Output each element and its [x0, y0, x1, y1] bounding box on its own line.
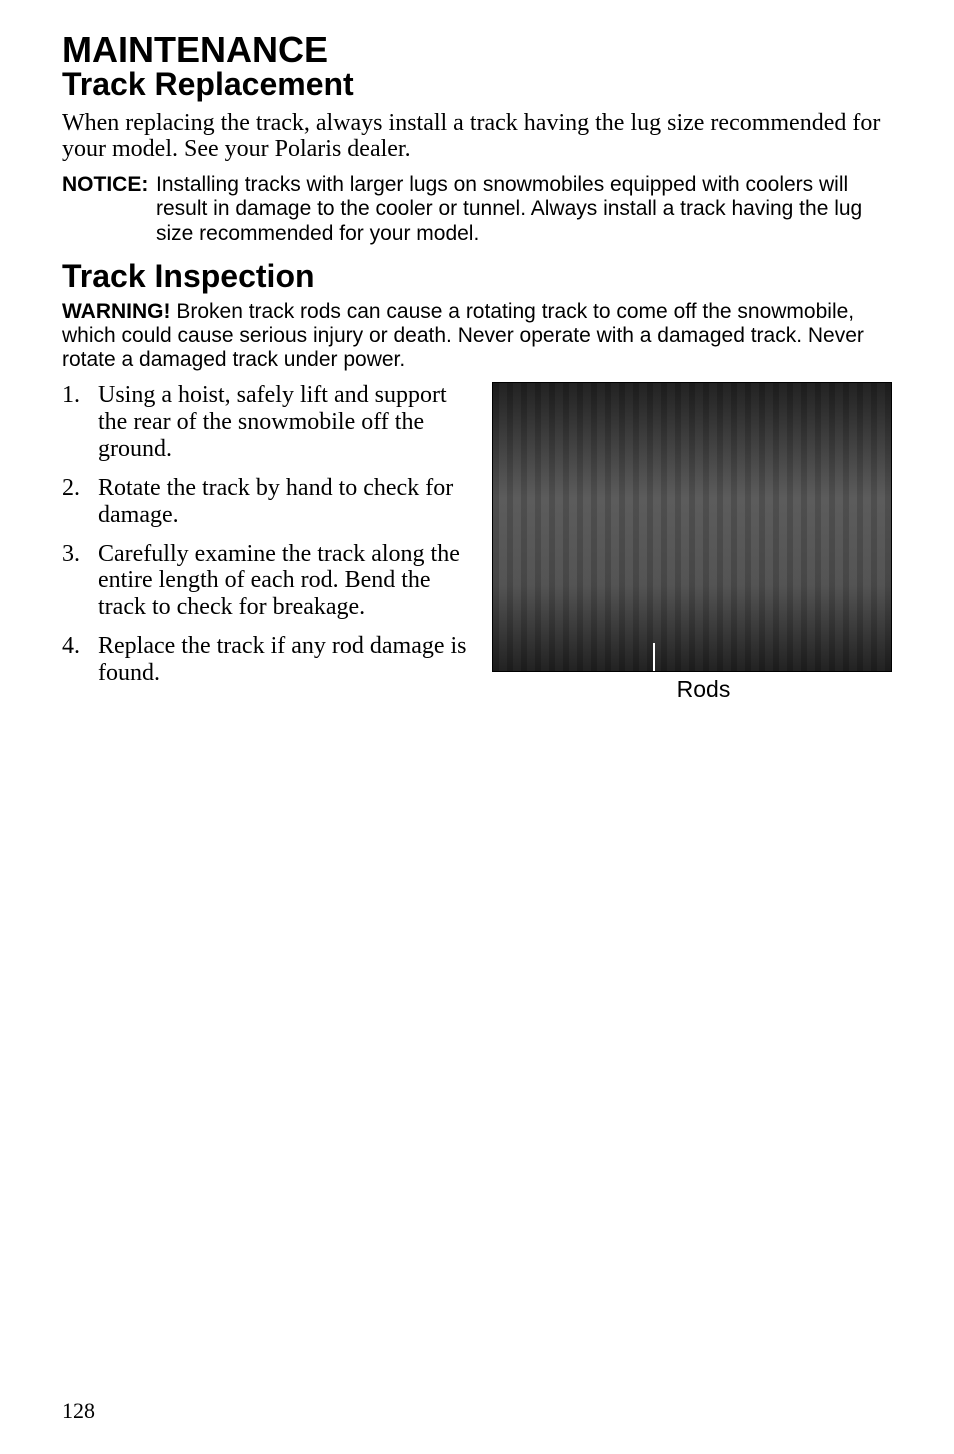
warning-text: Broken track rods can cause a rotating t…	[62, 300, 864, 371]
notice-text: Installing tracks with larger lugs on sn…	[156, 173, 892, 245]
figure-column: Rods	[492, 382, 892, 703]
page-number: 128	[62, 1398, 95, 1424]
intro-paragraph: When replacing the track, always install…	[62, 110, 892, 164]
step-item: Using a hoist, safely lift and support t…	[62, 382, 478, 463]
step-item: Carefully examine the track along the en…	[62, 541, 478, 622]
heading-track-inspection: Track Inspection	[62, 258, 892, 295]
track-photo	[492, 382, 892, 672]
notice-label: NOTICE:	[62, 173, 148, 197]
content-row: Using a hoist, safely lift and support t…	[62, 382, 892, 703]
steps-list: Using a hoist, safely lift and support t…	[62, 382, 478, 687]
heading-main: MAINTENANCE	[62, 32, 892, 68]
warning-label: WARNING!	[62, 300, 171, 323]
step-item: Replace the track if any rod damage is f…	[62, 633, 478, 687]
notice-block: NOTICE: Installing tracks with larger lu…	[62, 173, 892, 245]
figure-caption: Rods	[632, 676, 775, 703]
warning-block: WARNING! Broken track rods can cause a r…	[62, 300, 892, 372]
step-item: Rotate the track by hand to check for da…	[62, 475, 478, 529]
heading-track-replacement: Track Replacement	[62, 68, 892, 102]
photo-placeholder	[493, 383, 891, 671]
steps-column: Using a hoist, safely lift and support t…	[62, 382, 478, 703]
callout-line	[653, 643, 655, 671]
